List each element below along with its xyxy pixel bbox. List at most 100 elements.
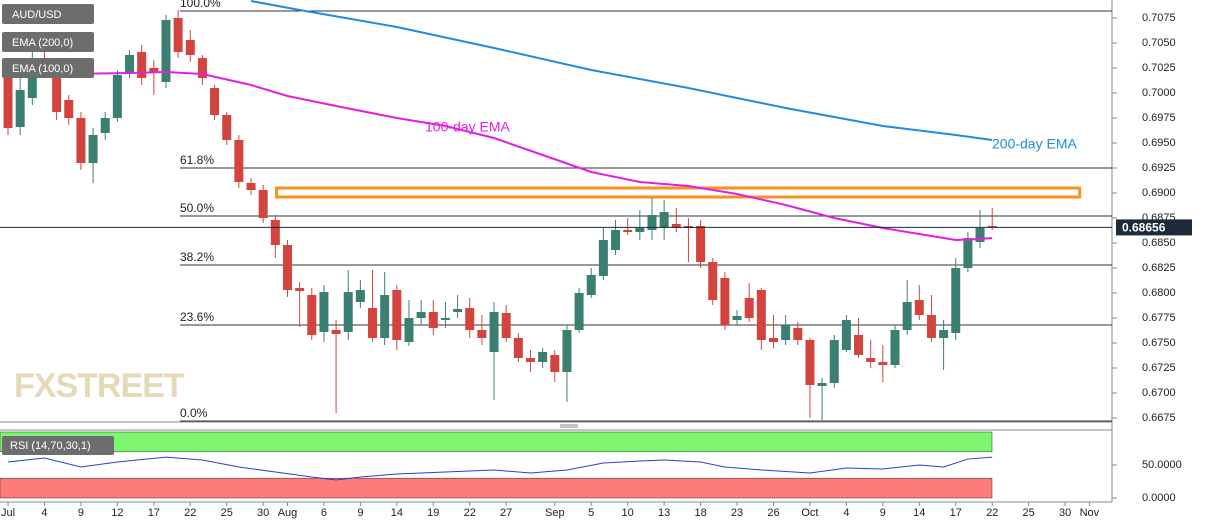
resistance-zone [275, 186, 1082, 199]
ema-annotation: 100-day EMA [425, 119, 510, 135]
ema-line [250, 0, 993, 141]
candle-body [501, 313, 511, 338]
x-tick-label: 14 [913, 507, 925, 519]
candle-body [781, 325, 791, 340]
candle-body [878, 362, 888, 365]
y-tick-label: 0.7000 [1142, 87, 1176, 99]
y-tick-label: 0.6750 [1142, 337, 1176, 349]
candle-body [258, 190, 268, 218]
candle-body [197, 58, 207, 78]
candle-body [623, 230, 633, 232]
candle-body [161, 20, 171, 82]
candle-body [890, 330, 900, 365]
candle-body [440, 318, 450, 320]
x-tick-label: Nov [1080, 507, 1100, 519]
candle-body [963, 238, 973, 268]
y-tick-label: 0.6975 [1142, 112, 1176, 124]
candle-body [671, 224, 681, 228]
candle-body [975, 228, 985, 242]
candle-body [453, 309, 463, 312]
candle-body [659, 212, 669, 228]
legend-box [2, 58, 94, 78]
candle-body [756, 290, 766, 340]
x-tick-label: 12 [111, 507, 123, 519]
candle-body [355, 290, 365, 302]
candle-body [52, 72, 62, 112]
candle-body [841, 320, 851, 350]
x-tick-label: 23 [731, 507, 743, 519]
candle-body [635, 228, 645, 232]
candle-body [343, 292, 353, 332]
x-tick-label: 18 [694, 507, 706, 519]
candle-body [234, 140, 244, 182]
candle-body [854, 335, 864, 355]
candle-body [538, 352, 548, 362]
legend-label: EMA (100,0) [12, 63, 73, 75]
candle-body [647, 215, 657, 230]
watermark: FXSTREET [14, 367, 185, 405]
x-tick-label: 30 [1059, 507, 1071, 519]
candle-body [696, 226, 706, 262]
candle-body [64, 100, 74, 118]
x-tick-label: 4 [843, 507, 849, 519]
x-tick-label: Sep [545, 507, 565, 519]
candle-body [125, 55, 135, 72]
x-tick-label: 4 [41, 507, 47, 519]
x-tick-label: 14 [391, 507, 403, 519]
x-tick-label: 17 [148, 507, 160, 519]
candle-body [817, 383, 827, 386]
x-tick-label: 22 [464, 507, 476, 519]
candle-body [173, 18, 183, 52]
x-tick-label: 30 [257, 507, 269, 519]
y-tick-label: 0.6700 [1142, 387, 1176, 399]
candle-body [598, 240, 608, 276]
x-tick-label: 19 [427, 507, 439, 519]
last-price-label: 0.68656 [1122, 221, 1166, 235]
candle-body [295, 288, 305, 291]
candle-body [914, 300, 924, 315]
candle-body [185, 40, 195, 55]
candle-body [562, 330, 572, 372]
y-tick-label: 0.6825 [1142, 262, 1176, 274]
candle-body [15, 90, 25, 127]
y-tick-label: 0.6900 [1142, 187, 1176, 199]
x-tick-label: 9 [880, 507, 886, 519]
candle-body [987, 226, 997, 228]
candle-body [416, 312, 426, 318]
x-tick-label: 22 [184, 507, 196, 519]
fib-label: 100.0% [180, 0, 221, 10]
candle-body [404, 318, 414, 342]
ema-line [7, 70, 993, 242]
legend-label: EMA (200,0) [12, 37, 73, 49]
candle-body [137, 52, 147, 78]
x-tick-label: Oct [801, 507, 818, 519]
candle-body [210, 88, 220, 115]
ema-annotation: 200-day EMA [992, 136, 1077, 152]
candle-body [3, 75, 13, 128]
x-tick-label: Aug [278, 507, 298, 519]
y-tick-label: 50.0000 [1142, 459, 1182, 471]
x-tick-label: 25 [1023, 507, 1035, 519]
y-tick-label: 0.6775 [1142, 312, 1176, 324]
y-tick-label: 0.6725 [1142, 362, 1176, 374]
fib-label: 61.8% [180, 153, 214, 167]
candle-body [270, 220, 280, 245]
x-tick-label: 6 [321, 507, 327, 519]
y-tick-label: 0.6925 [1142, 162, 1176, 174]
candle-body [525, 358, 535, 362]
x-tick-label: 27 [500, 507, 512, 519]
candle-body [744, 298, 754, 318]
candle-body [611, 230, 621, 250]
candle-body [866, 358, 876, 362]
x-tick-label: Jul [1, 507, 15, 519]
candle-body [768, 338, 778, 342]
candle-body [368, 308, 378, 338]
last-price-box [1116, 219, 1192, 236]
candle-body [246, 183, 256, 190]
rsi-band [0, 477, 993, 499]
candle-body [477, 330, 487, 338]
y-tick-label: 0.6950 [1142, 137, 1176, 149]
candle-body [392, 290, 402, 340]
legend-label: AUD/USD [12, 9, 62, 21]
candle-body [319, 292, 329, 332]
